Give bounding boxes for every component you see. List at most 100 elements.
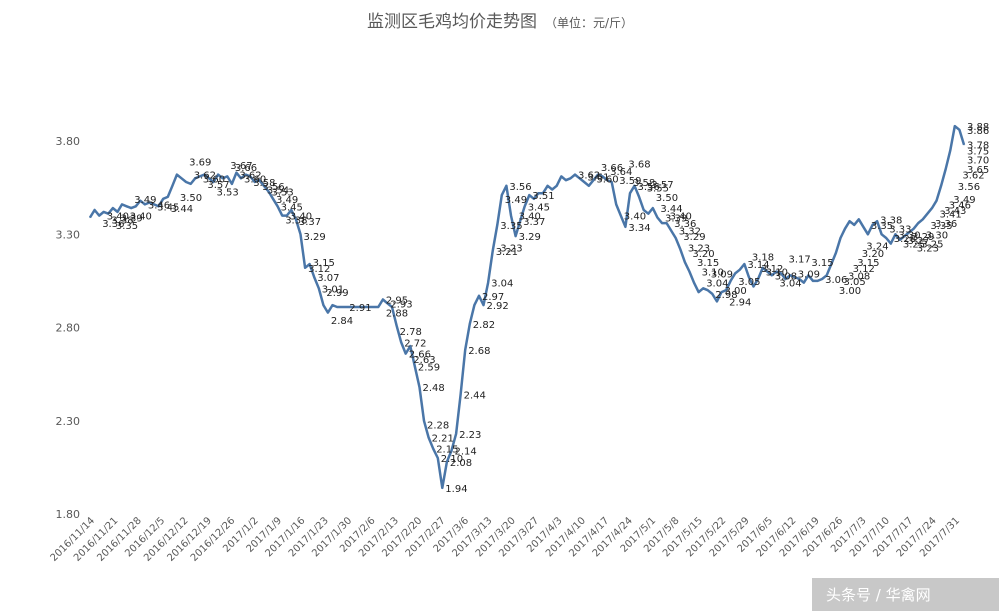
data-label: 3.23 bbox=[688, 243, 710, 254]
data-label: 2.72 bbox=[404, 338, 426, 349]
data-point bbox=[725, 289, 727, 291]
data-point bbox=[341, 306, 343, 308]
data-point bbox=[766, 270, 768, 273]
data-point bbox=[217, 174, 219, 176]
data-point bbox=[666, 222, 668, 224]
data-point bbox=[794, 276, 796, 278]
data-point bbox=[849, 220, 851, 222]
data-point bbox=[304, 267, 306, 269]
data-label: 2.63 bbox=[413, 355, 435, 366]
data-label: 3.18 bbox=[752, 253, 774, 264]
data-label: 2.99 bbox=[326, 288, 348, 299]
chart-title-main: 监测区毛鸡均价走势图 bbox=[367, 12, 537, 32]
data-label: 3.10 bbox=[766, 268, 788, 279]
data-label: 3.40 bbox=[670, 212, 692, 223]
data-point bbox=[446, 461, 448, 463]
watermark: 头条号 / 华禽网 bbox=[812, 578, 999, 611]
data-label: 3.08 bbox=[848, 271, 870, 282]
data-label: 2.98 bbox=[715, 290, 737, 301]
data-label: 3.41 bbox=[940, 210, 962, 221]
data-point bbox=[826, 274, 828, 276]
data-point bbox=[309, 263, 311, 265]
data-label: 3.15 bbox=[811, 258, 833, 269]
data-point bbox=[194, 177, 196, 179]
data-point bbox=[290, 209, 292, 211]
data-label: 2.14 bbox=[455, 447, 477, 458]
data-point bbox=[565, 179, 567, 181]
data-point bbox=[98, 215, 100, 217]
data-label: 3.50 bbox=[180, 193, 202, 204]
data-label: 3.08 bbox=[775, 271, 797, 282]
data-point bbox=[167, 196, 169, 198]
data-label: 3.15 bbox=[697, 258, 719, 269]
data-label: 2.91 bbox=[349, 303, 371, 314]
data-point bbox=[579, 177, 581, 179]
data-label: 3.50 bbox=[656, 193, 678, 204]
data-point bbox=[698, 291, 700, 293]
data-point bbox=[720, 291, 723, 293]
data-point bbox=[858, 218, 860, 220]
data-label: 3.23 bbox=[917, 243, 939, 254]
data-point bbox=[954, 125, 956, 127]
data-label: 3.46 bbox=[148, 200, 170, 211]
data-label: 3.34 bbox=[628, 223, 650, 234]
data-point bbox=[231, 183, 233, 185]
data-point bbox=[844, 228, 846, 230]
data-label: 3.78 bbox=[967, 141, 989, 152]
data-point bbox=[414, 366, 416, 368]
data-point bbox=[684, 261, 686, 263]
data-label: 3.46 bbox=[949, 200, 971, 211]
data-point bbox=[318, 287, 320, 289]
data-point bbox=[510, 215, 512, 217]
data-label: 3.38 bbox=[111, 215, 133, 226]
data-label: 2.48 bbox=[423, 383, 445, 394]
data-label: 3.56 bbox=[958, 182, 980, 193]
data-point bbox=[515, 235, 517, 237]
chart-title-unit: （单位：元/斤） bbox=[545, 15, 633, 30]
data-point bbox=[606, 179, 608, 181]
data-label: 3.49 bbox=[953, 195, 975, 206]
data-point bbox=[574, 174, 576, 176]
data-label: 3.35 bbox=[500, 221, 522, 232]
data-point bbox=[830, 263, 832, 265]
data-label: 3.61 bbox=[587, 172, 609, 183]
data-point bbox=[364, 306, 366, 308]
data-label: 3.20 bbox=[692, 249, 714, 260]
data-point bbox=[885, 237, 887, 239]
data-label: 2.10 bbox=[441, 454, 463, 465]
data-label: 3.40 bbox=[107, 212, 129, 223]
data-label: 3.29 bbox=[683, 232, 705, 243]
data-label: 3.17 bbox=[789, 255, 811, 266]
data-point bbox=[437, 457, 439, 459]
data-point bbox=[560, 175, 562, 177]
data-label: 3.58 bbox=[253, 178, 275, 189]
data-point bbox=[272, 198, 274, 200]
data-point bbox=[107, 213, 109, 215]
data-point bbox=[940, 185, 942, 187]
data-point bbox=[199, 175, 201, 177]
data-point bbox=[643, 209, 645, 211]
data-point bbox=[281, 215, 283, 217]
data-point bbox=[890, 243, 892, 245]
data-label: 3.09 bbox=[711, 269, 733, 280]
data-point bbox=[803, 282, 805, 284]
data-label: 2.28 bbox=[427, 421, 449, 432]
data-point bbox=[624, 226, 627, 228]
data-point bbox=[780, 272, 782, 274]
data-label: 3.29 bbox=[304, 232, 326, 243]
data-point bbox=[762, 267, 764, 269]
data-label: 3.49 bbox=[134, 195, 156, 206]
data-point bbox=[277, 205, 279, 207]
data-label: 2.59 bbox=[418, 363, 440, 374]
data-point bbox=[679, 248, 681, 250]
data-point bbox=[171, 185, 173, 187]
data-point bbox=[775, 270, 778, 273]
data-point bbox=[295, 218, 297, 220]
data-point bbox=[711, 293, 713, 295]
data-point bbox=[185, 181, 187, 183]
data-label: 3.53 bbox=[217, 187, 239, 198]
watermark-text: 头条号 / 华禽网 bbox=[826, 586, 931, 604]
y-tick-label: 2.30 bbox=[56, 415, 81, 428]
data-label: 3.66 bbox=[601, 163, 623, 174]
data-point bbox=[345, 306, 347, 308]
